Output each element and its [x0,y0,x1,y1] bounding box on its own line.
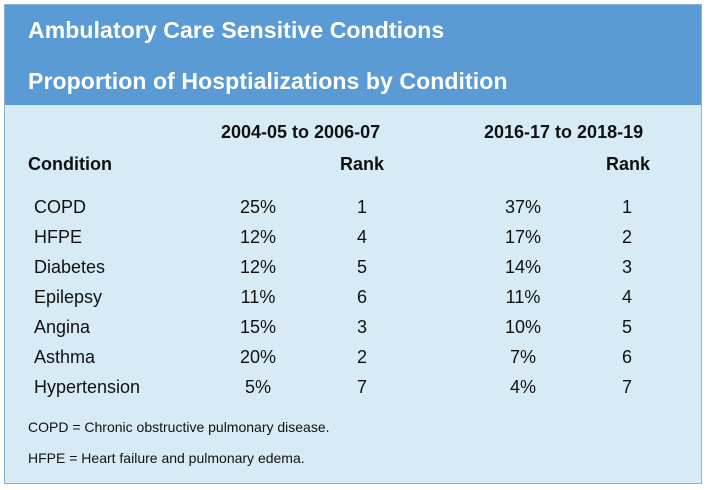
period2-proportion-cell: 37% [504,197,542,217]
condition-cell: COPD [34,197,87,217]
condition-cell: Angina [34,317,91,337]
column-header-period1-rank: Rank [340,154,385,174]
footnote-copd: COPD = Chronic obstructive pulmonary dis… [28,419,330,435]
period1-rank-cell: 3 [356,317,368,337]
period1-proportion-cell: 12% [239,257,277,277]
title-banner: Ambulatory Care Sensitive Condtions Prop… [5,5,701,105]
period1-rank-cell: 2 [356,347,368,367]
period1-rank-cell: 7 [356,377,368,397]
period2-rank-cell: 1 [621,197,633,217]
condition-cell: Hypertension [34,377,141,397]
period2-proportion-cell: 17% [504,227,542,247]
period1-rank-cell: 6 [356,287,368,307]
period1-proportion-cell: 20% [239,347,277,367]
period1-proportion-cell: 11% [240,287,276,307]
page-subtitle: Proportion of Hosptializations by Condit… [28,68,508,94]
condition-cell: Asthma [34,347,96,367]
period1-proportion-cell: 15% [239,317,277,337]
period2-rank-cell: 3 [621,257,633,277]
period2-rank-cell: 2 [621,227,633,247]
column-header-period2: 2016-17 to 2018-19 [484,122,644,142]
column-header-period2-rank: Rank [606,154,651,174]
table-card: Ambulatory Care Sensitive Condtions Prop… [4,4,702,484]
condition-cell: Diabetes [34,257,106,277]
period2-rank-cell: 4 [621,287,633,307]
column-header-period1: 2004-05 to 2006-07 [221,122,381,142]
period2-rank-cell: 5 [621,317,633,337]
period2-proportion-cell: 14% [504,257,542,277]
period2-proportion-cell: 11% [505,287,541,307]
period2-proportion-cell: 7% [509,347,537,367]
period2-proportion-cell: 4% [509,377,537,397]
period1-rank-cell: 5 [356,257,368,277]
period2-proportion-cell: 10% [504,317,542,337]
period1-proportion-cell: 5% [244,377,272,397]
footnote-hfpe: HFPE = Heart failure and pulmonary edema… [28,450,305,466]
column-header-condition: Condition [28,154,112,174]
condition-cell: HFPE [34,227,83,247]
period2-rank-cell: 6 [621,347,633,367]
period1-rank-cell: 1 [356,197,368,217]
period1-proportion-cell: 25% [239,197,277,217]
period2-rank-cell: 7 [621,377,633,397]
period1-proportion-cell: 12% [239,227,277,247]
page-title: Ambulatory Care Sensitive Condtions [28,17,445,43]
condition-cell: Epilepsy [34,287,103,307]
period1-rank-cell: 4 [356,227,368,247]
